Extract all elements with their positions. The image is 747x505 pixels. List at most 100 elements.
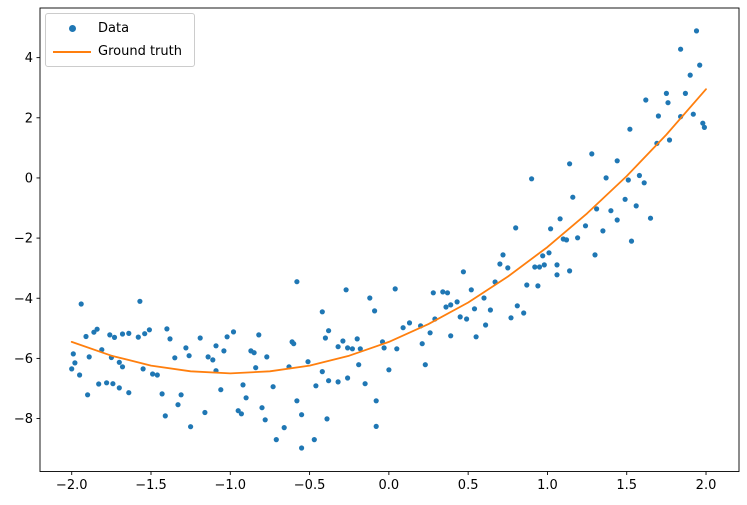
axes-frame [39, 7, 740, 472]
data-point [311, 437, 317, 443]
legend-entry-ground-truth: Ground truth [46, 42, 182, 61]
data-point [69, 366, 75, 372]
data-point [513, 225, 519, 231]
data-point [697, 62, 703, 68]
data-point [582, 223, 589, 229]
data-point [83, 333, 89, 340]
x-tick-label: 0.5 [458, 478, 479, 493]
data-point [422, 362, 428, 368]
data-point [70, 351, 76, 357]
data-point [567, 268, 573, 274]
legend-icon-cell [46, 25, 98, 32]
data-point [256, 332, 262, 338]
data-point [682, 90, 689, 96]
data-point [594, 206, 600, 212]
data-point [235, 408, 241, 414]
data-point [294, 398, 300, 404]
legend: Data Ground truth [45, 13, 195, 67]
data-point [603, 175, 609, 181]
data-point [78, 301, 84, 307]
data-point [356, 362, 362, 368]
data-point [340, 338, 346, 344]
data-point [627, 126, 633, 132]
data-point [541, 262, 547, 268]
data-point [175, 402, 181, 408]
data-point [655, 113, 662, 119]
data-point [471, 306, 478, 312]
data-point [224, 334, 230, 340]
data-point [394, 346, 400, 352]
data-point [357, 346, 363, 352]
data-point [326, 378, 332, 384]
data-point [448, 302, 454, 308]
data-point [367, 295, 373, 301]
data-point [205, 354, 211, 360]
data-point [186, 353, 192, 359]
x-tick-label: 2.0 [696, 478, 717, 493]
data-point [430, 290, 436, 296]
data-point [373, 423, 379, 429]
data-point [319, 309, 325, 315]
x-tick-label: −1.5 [135, 478, 167, 493]
data-point [508, 315, 514, 321]
data-point [354, 336, 360, 342]
data-point [126, 390, 132, 396]
data-point [700, 120, 706, 126]
x-tick-label: 0.0 [379, 478, 400, 493]
data-point [253, 365, 259, 371]
data-point [262, 417, 268, 423]
data-point [119, 331, 126, 337]
data-point [687, 72, 693, 78]
data-point [230, 329, 237, 335]
data-point [529, 176, 535, 182]
data-point [641, 180, 647, 186]
data-point [107, 332, 113, 338]
data-point [345, 345, 351, 351]
data-point [119, 364, 126, 370]
y-tick-label: −8 [14, 412, 33, 427]
data-point [146, 327, 152, 333]
y-tick-label: −6 [14, 352, 33, 367]
data-point [104, 380, 110, 386]
data-point [663, 90, 670, 96]
data-point [514, 303, 520, 309]
data-point [386, 367, 392, 373]
data-point [240, 382, 246, 388]
data-point [693, 28, 700, 34]
data-point [454, 299, 460, 305]
data-point [633, 203, 639, 209]
data-point [678, 46, 684, 52]
data-point [126, 330, 132, 336]
data-point [349, 346, 355, 352]
data-point [273, 437, 279, 443]
data-point [213, 343, 219, 349]
legend-icon-cell [46, 50, 98, 53]
data-point [524, 282, 530, 288]
data-point [643, 97, 649, 103]
data-point [614, 158, 620, 164]
data-point [468, 287, 474, 293]
data-point [505, 265, 511, 271]
data-point [159, 391, 165, 397]
data-point [243, 395, 249, 401]
data-point [487, 307, 493, 313]
legend-label: Data [98, 21, 130, 36]
data-point [142, 331, 148, 337]
data-point [178, 392, 184, 398]
data-point [291, 341, 297, 347]
y-tick-label: 4 [25, 51, 33, 66]
data-point [665, 100, 671, 106]
data-point [294, 279, 300, 285]
data-point [647, 215, 654, 221]
data-point [600, 228, 606, 234]
data-point [362, 381, 368, 387]
data-point [164, 326, 170, 332]
data-point [150, 371, 156, 377]
data-point [460, 269, 466, 275]
data-point [86, 354, 92, 360]
data-point [483, 322, 489, 328]
x-tick-label: 1.5 [616, 478, 637, 493]
data-point [210, 357, 216, 363]
data-point [554, 272, 560, 278]
data-point [111, 334, 118, 340]
